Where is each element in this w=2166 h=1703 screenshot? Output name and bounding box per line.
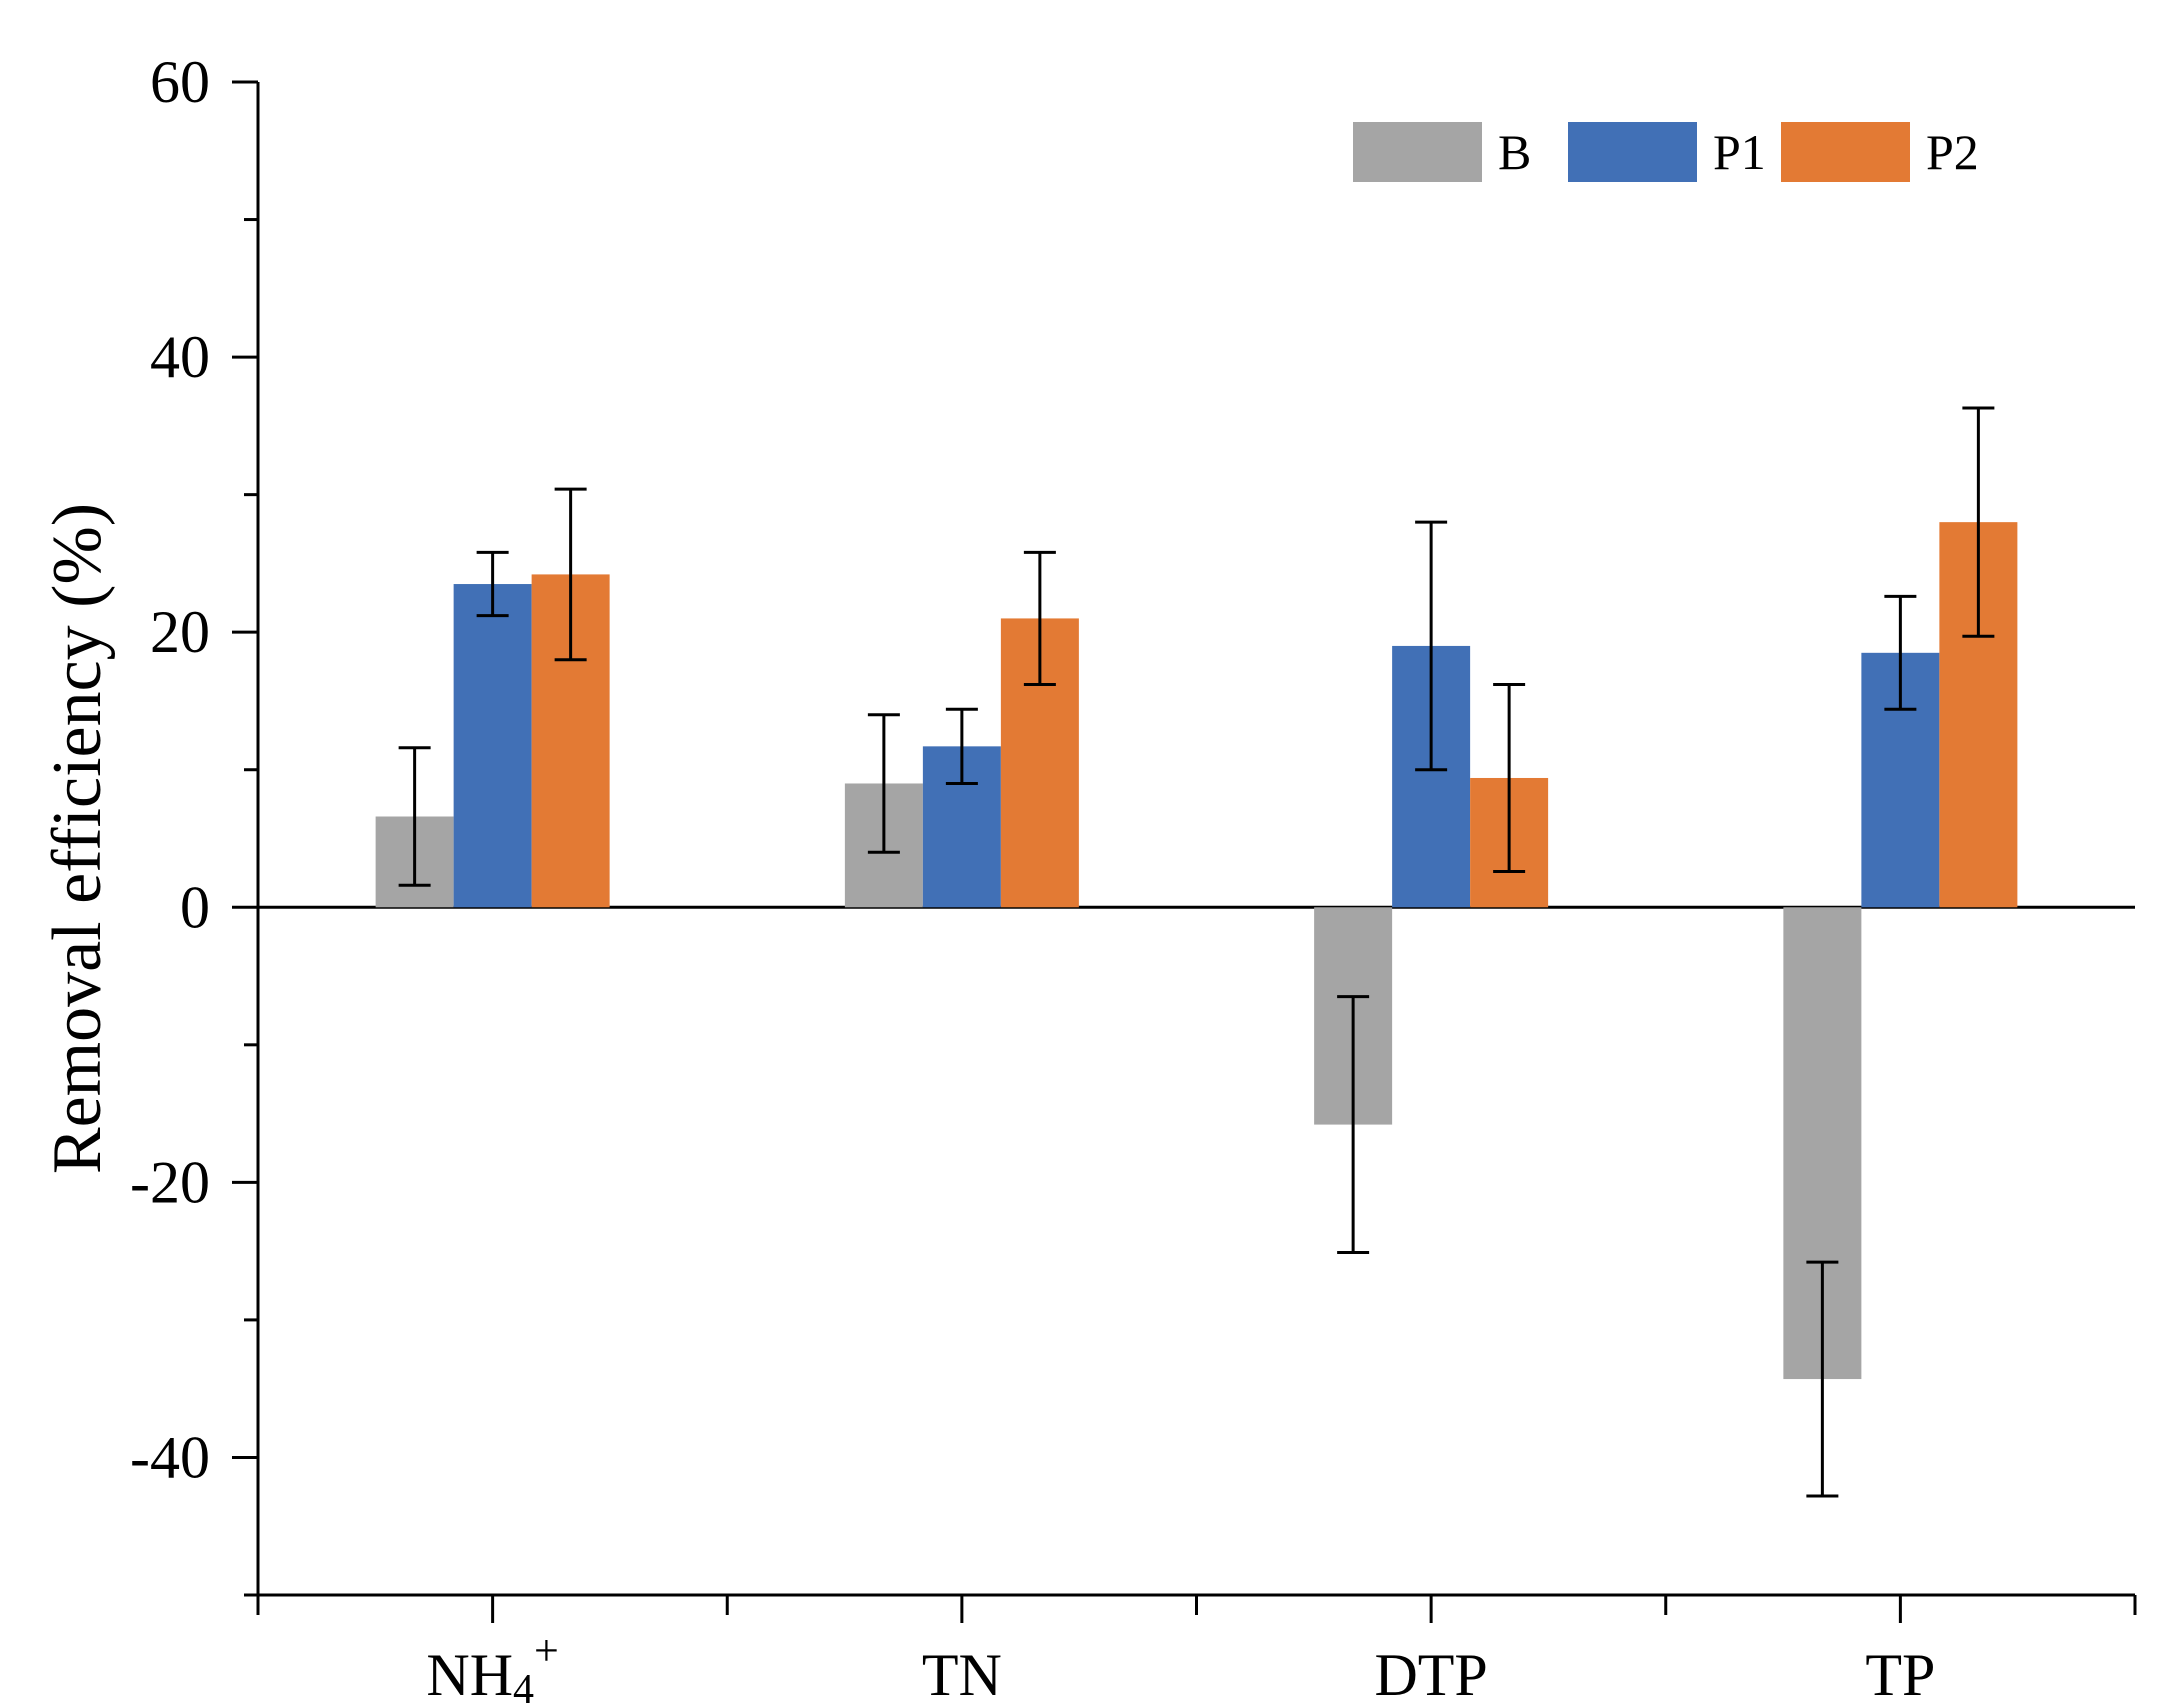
legend-label-p1: P1 bbox=[1713, 124, 1766, 180]
legend-swatch-p2 bbox=[1781, 122, 1910, 182]
legend-swatch-b bbox=[1353, 122, 1482, 182]
y-tick-label: 20 bbox=[150, 599, 210, 665]
legend-swatch-p1 bbox=[1568, 122, 1697, 182]
y-axis-title: Removal efficiency (%) bbox=[39, 503, 116, 1174]
x-category-label: TN bbox=[922, 1642, 1002, 1703]
y-tick-label: 60 bbox=[150, 49, 210, 115]
legend-label-b: B bbox=[1498, 124, 1531, 180]
bar-p1 bbox=[453, 584, 532, 908]
y-tick-label: 0 bbox=[180, 874, 210, 940]
x-category-label: NH4+ bbox=[426, 1626, 559, 1703]
y-tick-label: 40 bbox=[150, 324, 210, 390]
plot-area: -40 -20 0 20 40 60 NH4+ TN DTP TP Removal efficien… bbox=[39, 49, 2137, 1703]
x-category-label: TP bbox=[1865, 1642, 1935, 1703]
y-tick-label: -40 bbox=[130, 1424, 210, 1490]
legend-label-p2: P2 bbox=[1926, 124, 1979, 180]
y-tick-label: -20 bbox=[130, 1149, 210, 1215]
x-category-label: DTP bbox=[1374, 1642, 1487, 1703]
